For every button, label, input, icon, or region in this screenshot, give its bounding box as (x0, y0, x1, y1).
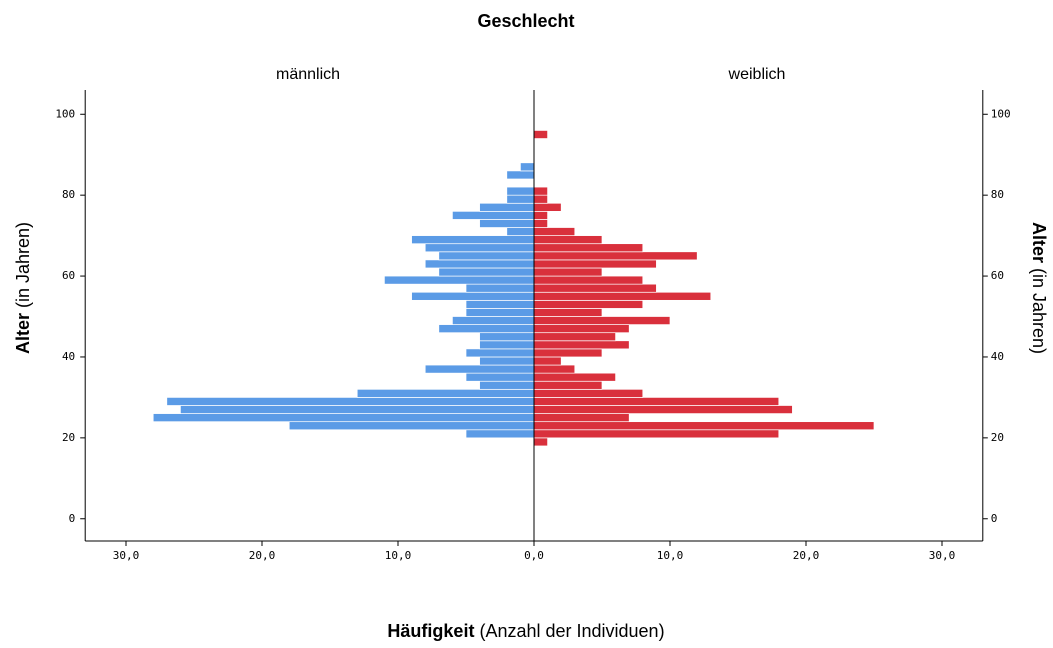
bar (533, 275, 644, 285)
bar (166, 397, 535, 406)
bar (533, 267, 603, 277)
y-tick-label: 60 (62, 269, 75, 282)
bar (533, 243, 644, 253)
bar (533, 219, 548, 228)
y-tick-label: 0 (991, 512, 998, 525)
bar (356, 388, 535, 398)
bar (533, 348, 603, 358)
bar (533, 227, 576, 236)
bar (533, 291, 712, 301)
bar (506, 186, 535, 196)
bar (479, 332, 535, 342)
y-tick-label: 20 (991, 431, 1004, 444)
bar (506, 194, 535, 204)
bar (424, 364, 535, 374)
x-tick-label: 0,0 (524, 549, 544, 562)
x-axis-label: Häufigkeit (Anzahl der Individuen) (387, 621, 664, 641)
x-axis-label-rest: (Anzahl der Individuen) (479, 621, 664, 641)
y-tick-label: 80 (62, 188, 75, 201)
bar (479, 380, 535, 390)
bar (520, 162, 535, 172)
bar (533, 413, 630, 423)
bar (465, 308, 535, 317)
bar (533, 356, 562, 366)
x-tick-label: 30,0 (113, 549, 140, 562)
y-tick-label: 40 (991, 350, 1004, 363)
bar (533, 437, 548, 447)
y-tick-label: 40 (62, 350, 75, 363)
bar (288, 421, 535, 431)
y-tick-label: 20 (62, 431, 75, 444)
bar (533, 308, 603, 317)
bar (533, 202, 562, 212)
panel-label: weiblich (728, 66, 786, 83)
bar (533, 429, 780, 439)
y-tick-label: 100 (991, 107, 1011, 120)
y-tick-label: 60 (991, 269, 1004, 282)
bar (424, 243, 535, 253)
bar (438, 251, 535, 261)
bar (533, 388, 644, 398)
bar (533, 235, 603, 245)
y-axis-label-rest: (in Jahren) (13, 222, 33, 308)
bar (533, 380, 603, 390)
x-axis-label-bold: Häufigkeit (387, 621, 474, 641)
y-axis-label: Alter (in Jahren) (1029, 222, 1049, 354)
bar (465, 299, 535, 309)
bar (533, 316, 671, 325)
y-axis-label: Alter (in Jahren) (13, 222, 33, 354)
bar (533, 299, 644, 309)
bar (424, 259, 535, 269)
x-tick-label: 10,0 (657, 549, 684, 562)
bar (479, 340, 535, 350)
bar (533, 259, 657, 269)
bar (533, 405, 793, 414)
bar (465, 283, 535, 293)
bar (411, 291, 535, 301)
y-axis-label-rest: (in Jahren) (1029, 268, 1049, 354)
bar (533, 332, 616, 342)
bar (533, 210, 548, 220)
bar (384, 275, 535, 285)
bar (533, 340, 630, 350)
bar (533, 364, 576, 374)
y-tick-label: 80 (991, 188, 1004, 201)
bar (465, 348, 535, 358)
bar (479, 356, 535, 366)
y-axis-label-bold: Alter (1029, 222, 1049, 263)
bar (479, 202, 535, 212)
y-axis-label-bold: Alter (13, 313, 33, 354)
bar (411, 235, 535, 245)
bar (533, 130, 548, 139)
bar (533, 194, 548, 204)
bar (533, 251, 698, 261)
y-tick-label: 0 (69, 512, 76, 525)
bar (465, 372, 535, 382)
bar (438, 324, 535, 334)
bar (152, 413, 535, 423)
bar (533, 324, 630, 334)
bar (438, 267, 535, 277)
x-tick-label: 20,0 (793, 549, 820, 562)
bar (465, 429, 535, 439)
bar (506, 227, 535, 236)
x-tick-label: 20,0 (249, 549, 276, 562)
panel-label: männlich (276, 66, 340, 83)
bar (533, 372, 616, 382)
bar (533, 397, 780, 406)
bar (479, 219, 535, 228)
y-tick-label: 100 (55, 107, 75, 120)
bar (180, 405, 535, 414)
chart-title: Geschlecht (477, 11, 574, 31)
bar (506, 170, 535, 180)
x-tick-label: 30,0 (929, 549, 956, 562)
bar (533, 186, 548, 196)
x-tick-label: 10,0 (385, 549, 412, 562)
bar (452, 210, 535, 220)
bar (452, 316, 535, 325)
bar (533, 283, 657, 293)
bar (533, 421, 875, 431)
